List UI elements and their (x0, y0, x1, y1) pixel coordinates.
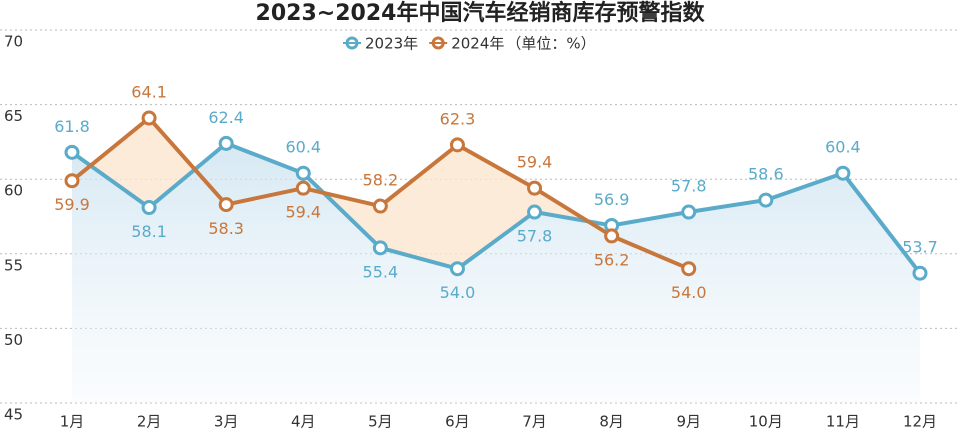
x-tick-label: 5月 (368, 413, 393, 430)
x-tick-label: 11月 (826, 413, 860, 430)
x-tick-label: 7月 (522, 413, 547, 430)
value-label: 58.2 (363, 171, 399, 190)
point (64, 173, 80, 189)
value-label: 58.3 (208, 219, 244, 238)
x-tick-label: 8月 (599, 413, 624, 430)
value-label: 54.0 (671, 283, 707, 302)
value-label: 64.1 (131, 83, 167, 102)
point (758, 192, 774, 208)
x-tick-label: 3月 (214, 413, 239, 430)
point (449, 261, 465, 277)
point (604, 228, 620, 244)
value-label: 53.7 (902, 238, 938, 257)
point (912, 265, 928, 281)
y-tick-label: 65 (4, 107, 23, 125)
point (372, 240, 388, 256)
y-tick-label: 55 (4, 256, 23, 274)
x-tick-label: 12月 (903, 413, 937, 430)
point (295, 165, 311, 181)
value-label: 58.1 (131, 222, 167, 241)
line (70, 141, 922, 275)
value-label: 55.4 (363, 262, 399, 281)
value-label: 59.4 (285, 203, 321, 222)
point (527, 204, 543, 220)
value-label: 57.8 (671, 177, 707, 196)
point (681, 261, 697, 277)
x-tick-label: 4月 (291, 413, 316, 430)
point (527, 180, 543, 196)
point (681, 204, 697, 220)
y-tick-label: 70 (4, 33, 23, 51)
value-label: 58.6 (748, 165, 784, 184)
value-label: 56.2 (594, 250, 630, 269)
x-tick-label: 10月 (749, 413, 783, 430)
value-label: 62.4 (208, 108, 244, 127)
y-tick-label: 60 (4, 182, 23, 200)
x-tick-label: 2月 (137, 413, 162, 430)
point (64, 144, 80, 160)
y-tick-label: 45 (4, 406, 23, 424)
point (141, 110, 157, 126)
value-label: 59.4 (517, 153, 553, 172)
point (218, 135, 234, 151)
chart-title: 2023~2024年中国汽车经销商库存预警指数 (256, 0, 706, 26)
value-label: 61.8 (54, 117, 90, 136)
value-label: 60.4 (825, 138, 861, 157)
legend-label: 2024年 (451, 35, 504, 53)
point (835, 165, 851, 181)
legend-label: 2023年 (365, 35, 418, 53)
value-label: 59.9 (54, 195, 90, 214)
point (141, 200, 157, 216)
x-tick-label: 9月 (676, 413, 701, 430)
value-label: 54.0 (440, 283, 476, 302)
value-label: 60.4 (285, 138, 321, 157)
point (218, 197, 234, 213)
unit-label: （单位：%） (506, 35, 595, 53)
value-label: 62.3 (440, 109, 476, 128)
area-2023 (72, 143, 920, 403)
y-tick-label: 50 (4, 331, 23, 349)
value-label: 56.9 (594, 190, 630, 209)
x-tick-label: 1月 (60, 413, 85, 430)
x-tick-label: 6月 (445, 413, 470, 430)
value-label: 57.8 (517, 227, 553, 246)
point (372, 198, 388, 214)
point (295, 180, 311, 196)
point (449, 137, 465, 153)
